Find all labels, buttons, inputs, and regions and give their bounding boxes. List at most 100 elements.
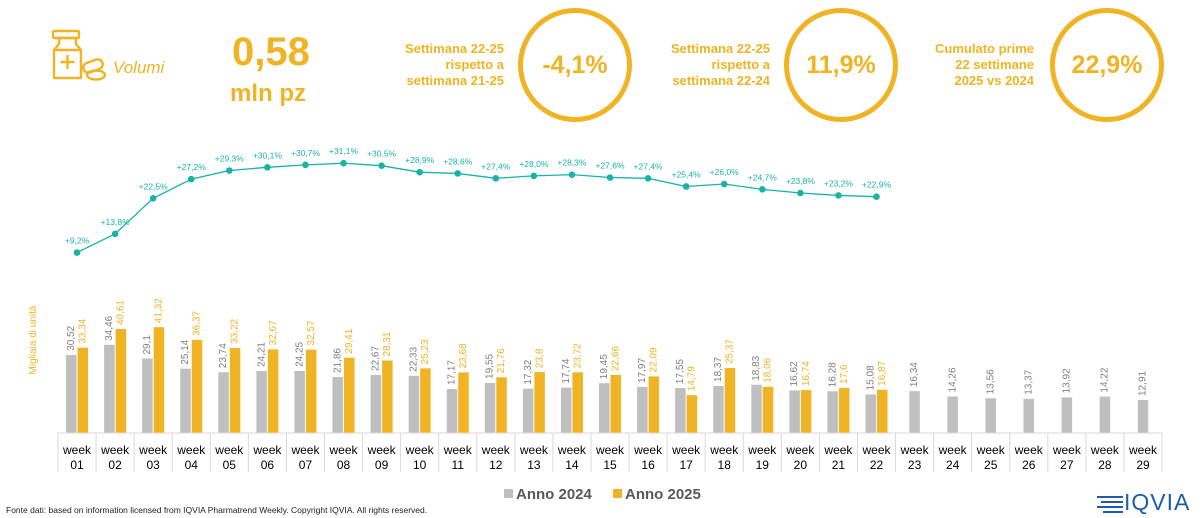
growth-label-week-08: +31,1%	[329, 146, 359, 156]
growth-point-week-02	[111, 230, 119, 238]
x-tick-number-16: 16	[641, 458, 655, 472]
bar-2025-week-19	[762, 386, 774, 433]
bar-2024-week-07	[294, 370, 305, 433]
bar-2024-week-19	[751, 384, 762, 433]
label-2024-week-29: 12,91	[1138, 370, 1149, 395]
growth-label-week-09: +30,5%	[367, 149, 397, 159]
bar-2024-week-02	[104, 344, 115, 433]
bar-2025-week-13	[534, 372, 545, 433]
bar-2024-week-11	[446, 389, 458, 433]
x-tick-number-13: 13	[527, 458, 541, 472]
x-tick-number-14: 14	[565, 458, 579, 472]
growth-label-week-13: +28,0%	[519, 159, 549, 169]
x-tick-number-11: 11	[452, 458, 465, 472]
bar-2024-week-15	[599, 383, 610, 433]
bar-2024-week-05	[218, 372, 229, 433]
kpi-2-line-2: rispetto a	[711, 57, 770, 72]
x-tick-week-06: week	[252, 443, 282, 457]
label-2024-week-20: 16,62	[789, 361, 800, 386]
x-tick-number-25: 25	[984, 458, 998, 472]
x-tick-week-24: week	[938, 443, 968, 457]
legend: Anno 2024 Anno 2025	[504, 486, 701, 503]
label-2025-week-15: 22,66	[610, 346, 621, 371]
x-tick-week-28: week	[1090, 443, 1120, 457]
bar-2024-week-22	[865, 394, 877, 433]
x-tick-week-27: week	[1052, 443, 1082, 457]
x-tick-week-11: week	[443, 443, 473, 457]
growth-point-week-19	[758, 186, 766, 193]
bar-2024-week-14	[560, 387, 572, 433]
x-tick-week-17: week	[671, 443, 701, 457]
label-2025-week-10: 25,23	[420, 339, 431, 364]
kpi-1-text: Settimana 22-25 rispetto a settimana 21-…	[370, 41, 504, 89]
x-tick-week-02: week	[100, 443, 130, 457]
x-tick-number-08: 08	[337, 458, 351, 472]
label-2024-week-06: 24,21	[256, 342, 267, 367]
label-2025-week-09: 28,31	[382, 331, 393, 356]
x-tick-week-19: week	[747, 443, 777, 457]
x-tick-week-13: week	[519, 443, 549, 457]
bar-2024-week-08	[332, 377, 344, 433]
label-2024-week-23: 16,34	[909, 362, 920, 387]
growth-point-week-16	[644, 175, 652, 182]
bar-2024-week-20	[789, 390, 800, 433]
label-2024-week-16: 17,97	[637, 358, 648, 383]
bar-2024-week-27	[1061, 397, 1073, 433]
growth-point-week-07	[302, 161, 309, 169]
cumulative-growth-line	[76, 162, 877, 254]
kpi-1-value: -4,1%	[542, 50, 608, 79]
volume-unit: mln pz	[230, 80, 306, 107]
label-2024-week-12: 19,55	[485, 353, 496, 378]
kpi-2-line-1: Settimana 22-25	[671, 41, 770, 56]
bar-2025-week-21	[838, 387, 850, 433]
label-2025-week-22: 16,87	[877, 360, 888, 385]
label-2025-week-06: 32,67	[268, 320, 279, 345]
x-tick-week-08: week	[329, 443, 359, 457]
growth-label-week-20: +23,8%	[786, 176, 816, 186]
growth-point-week-03	[149, 195, 157, 202]
kpi-1-line-3: settimana 21-25	[406, 73, 504, 88]
growth-label-week-16: +27,4%	[634, 161, 664, 171]
label-2024-week-24: 14,26	[947, 367, 958, 392]
growth-point-week-05	[226, 167, 233, 174]
bar-2025-week-06	[267, 349, 279, 433]
label-2024-week-28: 14,22	[1100, 367, 1111, 392]
label-2024-week-22: 15,08	[865, 365, 876, 390]
growth-point-week-14	[568, 171, 576, 178]
label-2025-week-02: 40,61	[115, 300, 126, 325]
bar-2024-week-09	[370, 374, 382, 433]
legend-swatch-2025	[613, 489, 622, 498]
label-2024-week-19: 18,83	[751, 355, 762, 380]
label-2025-week-20: 16,74	[801, 361, 812, 386]
bar-2025-week-16	[648, 376, 660, 433]
x-tick-number-28: 28	[1098, 458, 1112, 472]
x-tick-number-23: 23	[908, 458, 922, 472]
label-2025-week-16: 22,09	[648, 347, 659, 372]
growth-point-week-11	[454, 170, 462, 177]
x-tick-week-05: week	[214, 443, 244, 457]
bar-2025-week-09	[382, 360, 393, 433]
label-2025-week-19: 18,06	[763, 357, 774, 382]
label-2024-week-26: 13,37	[1023, 369, 1034, 394]
iqvia-logo-icon	[1097, 495, 1123, 513]
x-tick-number-06: 06	[261, 458, 275, 472]
x-tick-number-03: 03	[146, 458, 160, 472]
x-tick-week-26: week	[1014, 443, 1044, 457]
label-2025-week-05: 33,22	[230, 318, 241, 343]
x-tick-week-10: week	[405, 443, 435, 457]
x-tick-number-10: 10	[413, 458, 427, 472]
bar-2025-week-14	[572, 372, 583, 433]
bar-2025-week-05	[229, 347, 241, 433]
kpi-3-text: Cumulato prime 22 settimane 2025 vs 2024	[900, 41, 1034, 89]
x-tick-number-12: 12	[489, 458, 503, 472]
bar-2025-week-07	[305, 349, 317, 433]
legend-label-2024: Anno 2024	[516, 486, 593, 503]
kpi-1-line-2: rispetto a	[445, 57, 504, 72]
growth-point-week-20	[797, 189, 804, 197]
legend-label-2025: Anno 2025	[625, 486, 701, 503]
label-2024-week-21: 16,28	[827, 362, 838, 387]
bar-2025-week-04	[191, 339, 203, 433]
growth-point-week-18	[720, 180, 728, 188]
bar-2024-week-03	[142, 358, 153, 433]
x-tick-number-29: 29	[1136, 458, 1150, 472]
